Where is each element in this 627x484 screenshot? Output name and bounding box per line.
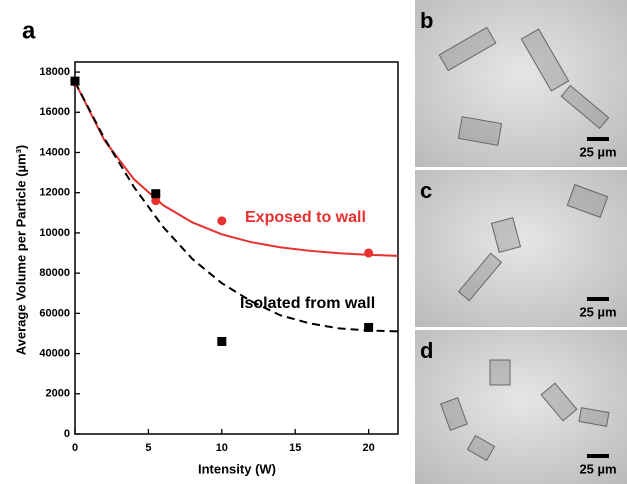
x-tick-label: 0 xyxy=(72,442,78,454)
plot-frame xyxy=(75,62,398,434)
fit-line xyxy=(75,82,398,331)
scale-bar xyxy=(587,297,609,301)
data-point xyxy=(364,249,373,258)
series-annotation: Exposed to wall xyxy=(245,209,366,226)
data-point xyxy=(151,189,160,198)
scale-label: 25 µm xyxy=(579,304,616,319)
y-tick-label: 60000 xyxy=(39,307,70,319)
panel-label: d xyxy=(420,338,433,363)
micrograph xyxy=(415,0,627,167)
x-tick-label: 10 xyxy=(216,442,228,454)
figure: a Intensity (W) Average Volume per Parti… xyxy=(0,0,627,484)
data-point xyxy=(364,323,373,332)
x-tick-label: 15 xyxy=(289,442,301,454)
y-tick-label: 2000 xyxy=(46,388,70,400)
micrograph-panel: c 25 µm xyxy=(415,170,627,327)
scale-label: 25 µm xyxy=(579,144,616,159)
fit-line xyxy=(75,82,398,256)
y-tick-label: 40000 xyxy=(39,347,70,359)
y-tick-label: 80000 xyxy=(39,267,70,279)
x-axis-label: Intensity (W) xyxy=(198,461,276,476)
data-point xyxy=(71,77,80,86)
y-tick-label: 0 xyxy=(64,428,70,440)
micrograph-panel: b 25 µm xyxy=(415,0,627,167)
y-tick-label: 10000 xyxy=(39,227,70,239)
x-tick-label: 20 xyxy=(363,442,375,454)
scale-bar xyxy=(587,137,609,141)
y-tick-label: 16000 xyxy=(39,106,70,118)
series-annotation: Isolated from wall xyxy=(240,295,375,312)
x-tick-label: 5 xyxy=(145,442,151,454)
crystal xyxy=(490,360,510,385)
data-point xyxy=(217,216,226,225)
y-tick-label: 18000 xyxy=(39,66,70,78)
y-tick-label: 14000 xyxy=(39,146,70,158)
y-tick-label: 12000 xyxy=(39,187,70,199)
data-point xyxy=(217,337,226,346)
panel-label: a xyxy=(22,17,36,44)
panel-label: b xyxy=(420,8,433,33)
micrograph-panel: d 25 µm xyxy=(415,330,627,484)
y-axis-label: Average Volume per Particle (µm³) xyxy=(13,145,28,356)
panel-label: c xyxy=(420,178,432,203)
scale-label: 25 µm xyxy=(579,461,616,476)
scale-bar xyxy=(587,454,609,458)
